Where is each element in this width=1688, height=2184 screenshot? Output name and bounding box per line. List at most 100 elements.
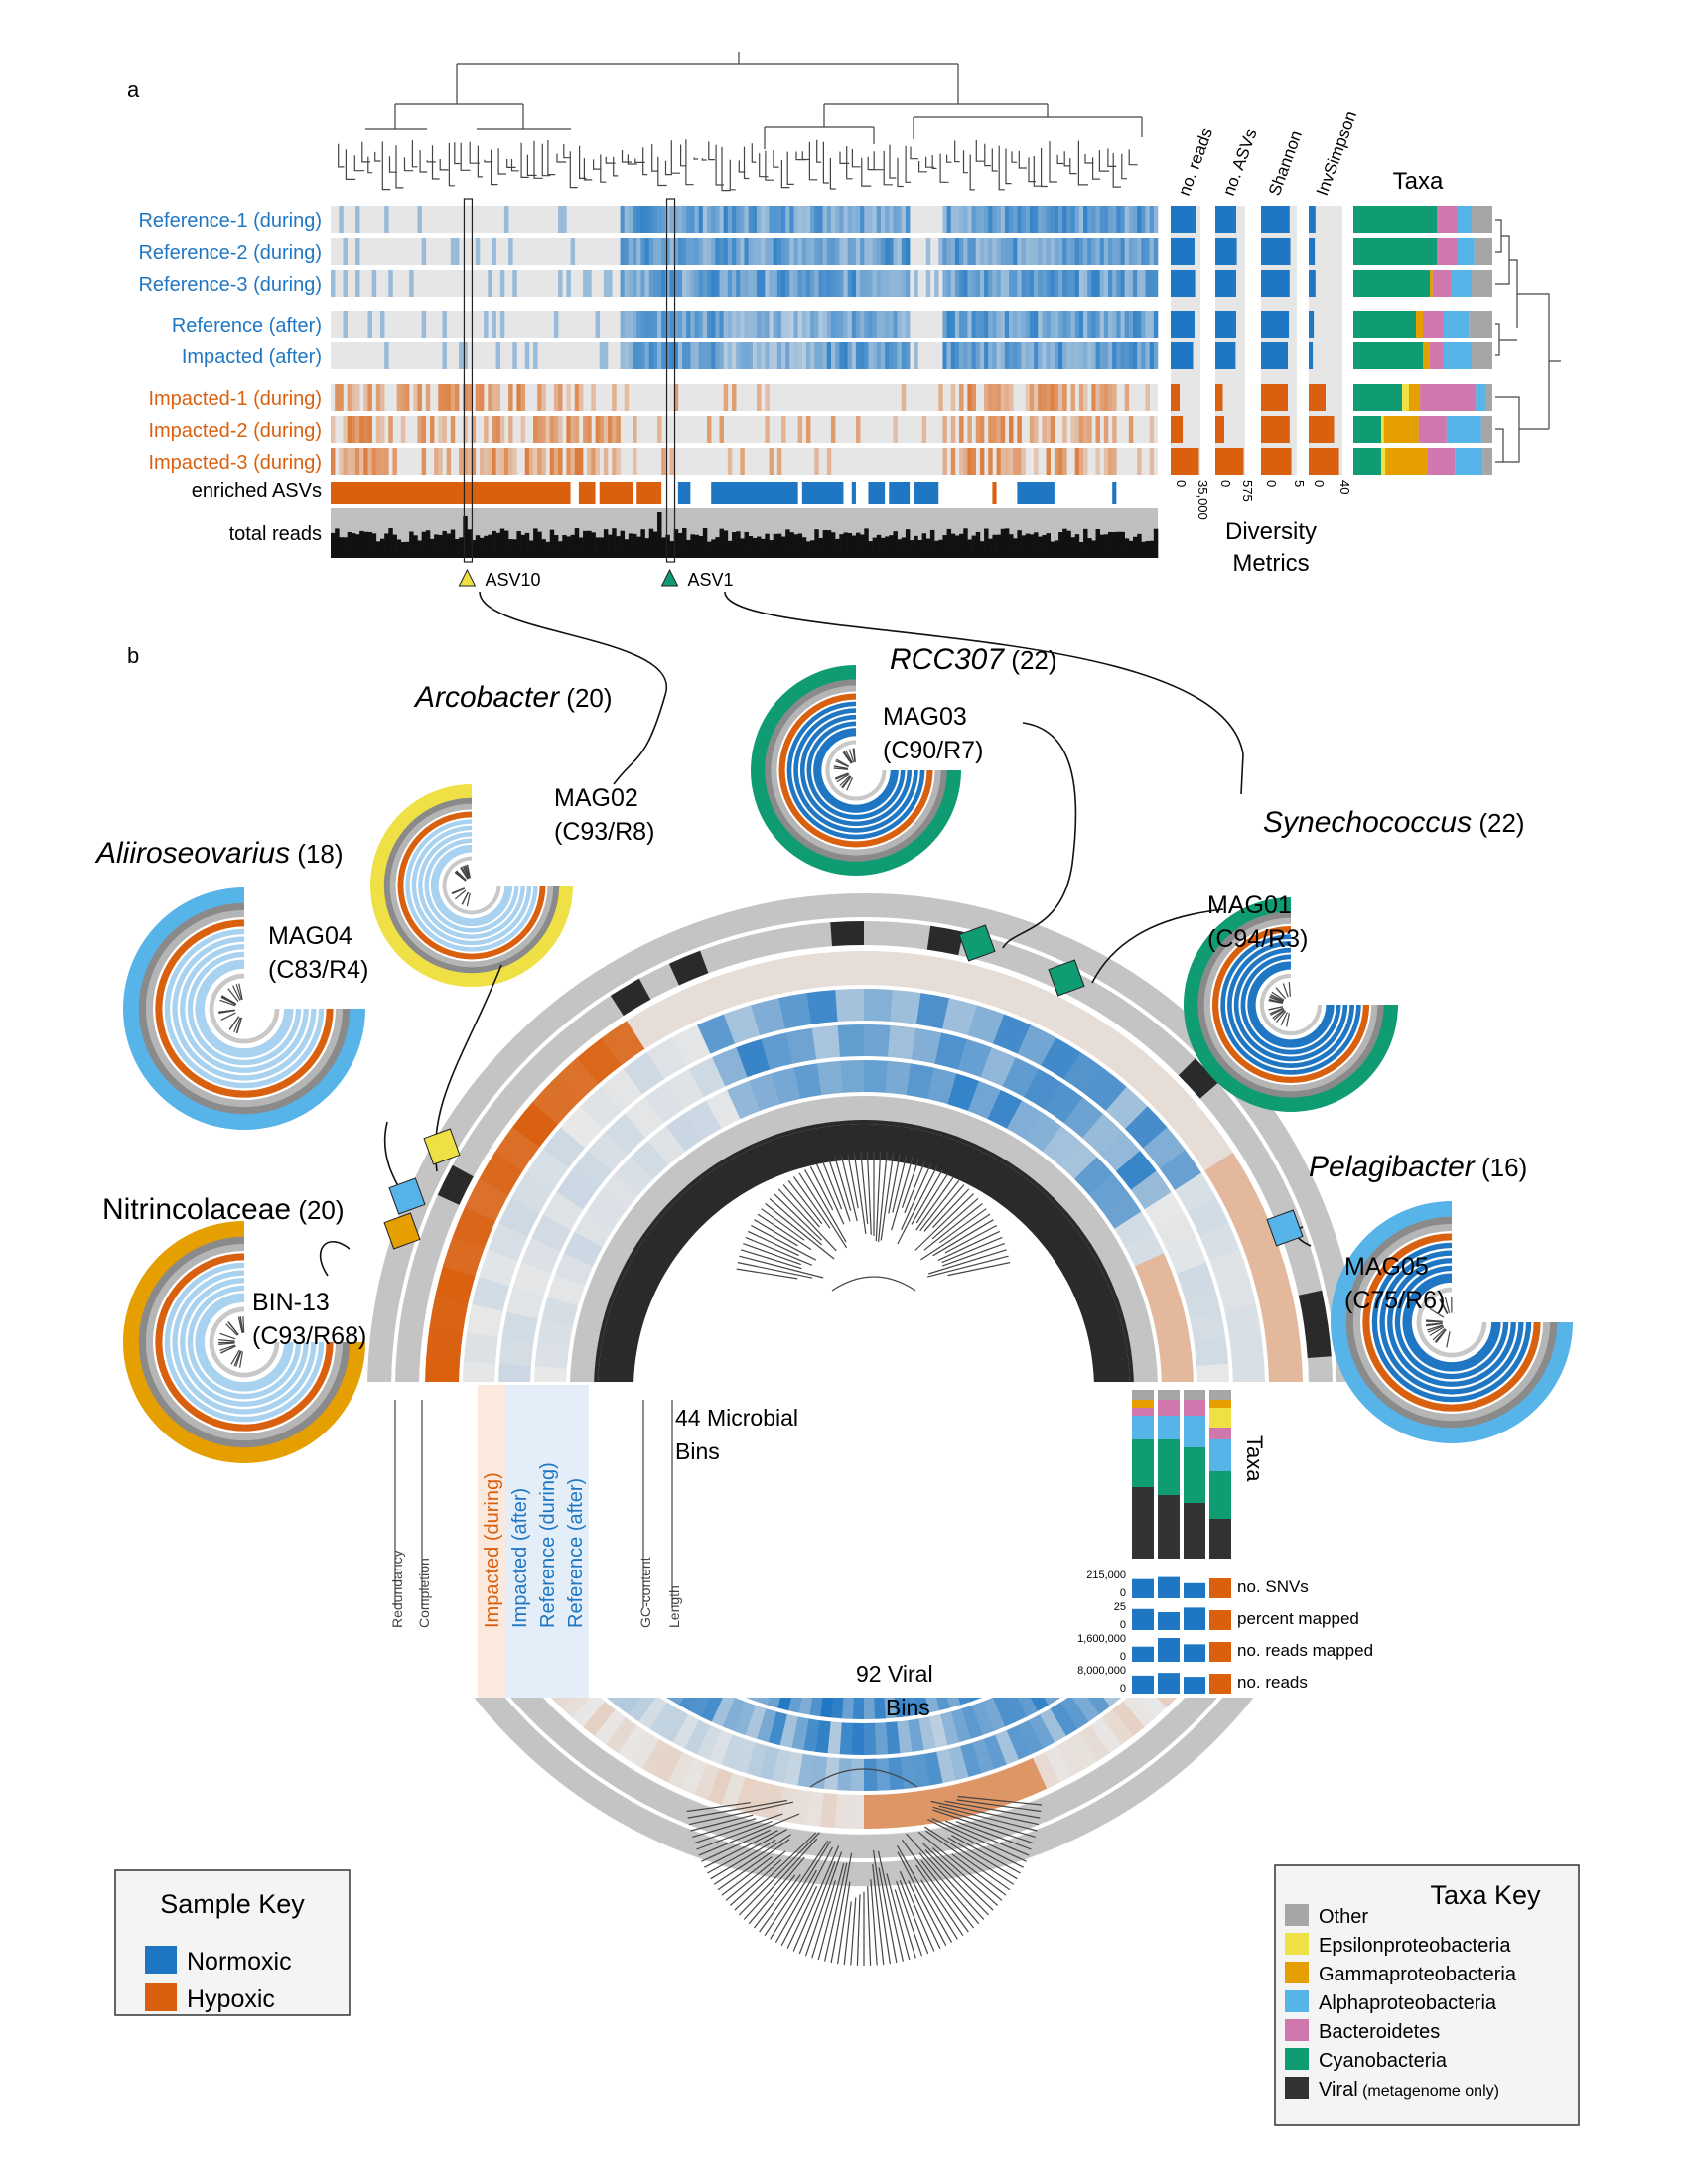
heatmap-cell [780, 342, 786, 369]
ring-cell [916, 1789, 936, 1826]
metric-bar [1171, 311, 1195, 338]
heatmap-cell [893, 416, 898, 443]
heatmap-cell [810, 342, 815, 369]
ring-cell [1147, 992, 1191, 1033]
dendrogram-leaf [931, 155, 937, 169]
ring-cell [1252, 1266, 1294, 1305]
ring-cell [518, 1698, 547, 1719]
ring-cell [904, 1698, 918, 1717]
ring-cell [1031, 1631, 1057, 1664]
heatmap-cell [988, 416, 993, 443]
heatmap-cell [959, 311, 964, 338]
dendrogram-leaf [1077, 140, 1088, 186]
ring-cell [1065, 1262, 1106, 1295]
ring-cell [727, 1080, 761, 1120]
heatmap-cell [657, 311, 662, 338]
heatmap-cell [1034, 342, 1039, 369]
heatmap-cell [1137, 206, 1142, 233]
total-reads-bar [503, 530, 509, 558]
ring-cell [780, 1102, 807, 1131]
heatmap-cell [475, 238, 481, 265]
heatmap-cell [1128, 238, 1134, 265]
ring-cell [1082, 1113, 1123, 1155]
taxa-segment [1353, 311, 1416, 338]
ring-cell [1177, 1731, 1206, 1762]
heatmap-cell [652, 270, 658, 297]
heatmap-cell [959, 416, 964, 443]
ring-cell [737, 1592, 761, 1628]
mag-tree-leaf [1434, 1328, 1447, 1343]
ring-cell [915, 993, 950, 1029]
ring-cell [1115, 1151, 1157, 1191]
total-reads-bar [1000, 528, 1006, 558]
total-reads-bar [467, 529, 472, 558]
total-reads-bar [921, 533, 927, 558]
total-reads-bar [1004, 528, 1010, 558]
heatmap-cell [375, 384, 381, 411]
ring-cell [506, 1286, 544, 1319]
heatmap-cell [628, 311, 633, 338]
tree-leaf [782, 1184, 820, 1228]
mag-tree-leaf [1269, 995, 1284, 1003]
ring-cell [893, 952, 927, 990]
tree-leaf [924, 1849, 990, 1916]
tree-leaf [911, 1169, 943, 1225]
total-reads-bar [620, 530, 626, 558]
heatmap-cell [893, 238, 898, 265]
total-reads-bar [644, 538, 650, 558]
total-reads-bar [801, 537, 807, 558]
side-label: no. SNVs [1237, 1577, 1309, 1596]
heatmap-cell [682, 206, 687, 233]
ring-cell [1287, 1513, 1315, 1536]
heatmap-cell [665, 342, 670, 369]
heatmap-cell [640, 206, 645, 233]
ring-cell [777, 1607, 797, 1644]
ring-cell [627, 1805, 653, 1835]
ring-cell [883, 1698, 897, 1719]
ring-cell [1131, 1170, 1172, 1210]
ring-cell [591, 1490, 617, 1509]
ring-cell [1301, 1456, 1327, 1476]
ring-cell [1199, 1709, 1229, 1739]
ring-cell [705, 1089, 741, 1129]
ring-cell [706, 1652, 731, 1686]
heatmap-cell [492, 311, 496, 338]
metric-bar [1309, 416, 1335, 443]
heatmap-cell [479, 384, 485, 411]
heatmap-cell [851, 311, 857, 338]
ring-cell [614, 1468, 650, 1489]
mag-stats: (C75/R6) [1344, 1287, 1445, 1314]
heatmap-cell [761, 270, 766, 297]
heatmap-cell [524, 342, 530, 369]
heatmap-cell [756, 342, 762, 369]
tree-leaf [815, 1163, 845, 1225]
sample-dendrogram [1495, 219, 1561, 463]
heatmap-cell [616, 448, 621, 475]
ring-cell [894, 1698, 908, 1718]
heatmap-cell [644, 238, 650, 265]
heatmap-cell [736, 238, 741, 265]
ring-cell [598, 1370, 634, 1382]
ring-cell [487, 1698, 516, 1726]
mag-title: RCC307 (22) [890, 643, 1057, 676]
ring-cell [846, 1861, 864, 1886]
taxa-key-swatch [1285, 1904, 1309, 1926]
ring-cell [558, 1762, 587, 1792]
metric-tick: 0 [1218, 480, 1233, 487]
tree-leaf [944, 1800, 1041, 1819]
ring-cell [1076, 978, 1118, 1017]
ring-label-bg [561, 1385, 589, 1698]
side-tick: 0 [1120, 1683, 1126, 1695]
heatmap-cell [1116, 311, 1121, 338]
ring-cell [532, 1741, 562, 1772]
ring-cell [1033, 1540, 1065, 1570]
ring-cell [1221, 1698, 1251, 1715]
dendrogram-leaf [395, 145, 404, 189]
side-bar [1158, 1576, 1180, 1598]
dendrogram-leaf [497, 148, 506, 175]
ring-cell [613, 1530, 638, 1551]
heatmap-cell [847, 270, 853, 297]
ring-cell [573, 1326, 601, 1352]
dendrogram-leaf [583, 158, 593, 181]
heatmap-cell [954, 342, 960, 369]
